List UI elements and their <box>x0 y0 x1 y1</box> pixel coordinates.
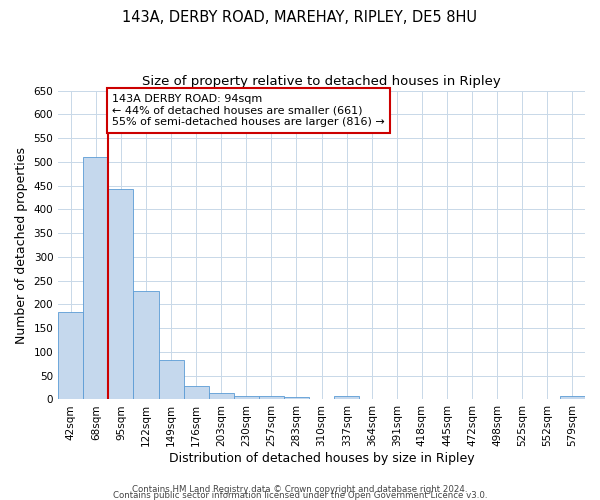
Bar <box>560 396 585 400</box>
Bar <box>109 189 133 400</box>
Bar <box>259 396 284 400</box>
Text: Contains HM Land Registry data © Crown copyright and database right 2024.: Contains HM Land Registry data © Crown c… <box>132 484 468 494</box>
Bar <box>158 360 184 400</box>
Title: Size of property relative to detached houses in Ripley: Size of property relative to detached ho… <box>142 75 501 88</box>
Bar <box>209 393 234 400</box>
Text: 143A DERBY ROAD: 94sqm
← 44% of detached houses are smaller (661)
55% of semi-de: 143A DERBY ROAD: 94sqm ← 44% of detached… <box>112 94 385 127</box>
Bar <box>133 291 158 400</box>
X-axis label: Distribution of detached houses by size in Ripley: Distribution of detached houses by size … <box>169 452 475 465</box>
Bar <box>284 397 309 400</box>
Y-axis label: Number of detached properties: Number of detached properties <box>15 146 28 344</box>
Bar <box>334 396 359 400</box>
Bar <box>58 312 83 400</box>
Bar <box>83 157 109 400</box>
Text: 143A, DERBY ROAD, MAREHAY, RIPLEY, DE5 8HU: 143A, DERBY ROAD, MAREHAY, RIPLEY, DE5 8… <box>122 10 478 25</box>
Text: Contains public sector information licensed under the Open Government Licence v3: Contains public sector information licen… <box>113 490 487 500</box>
Bar <box>184 386 209 400</box>
Bar <box>234 396 259 400</box>
